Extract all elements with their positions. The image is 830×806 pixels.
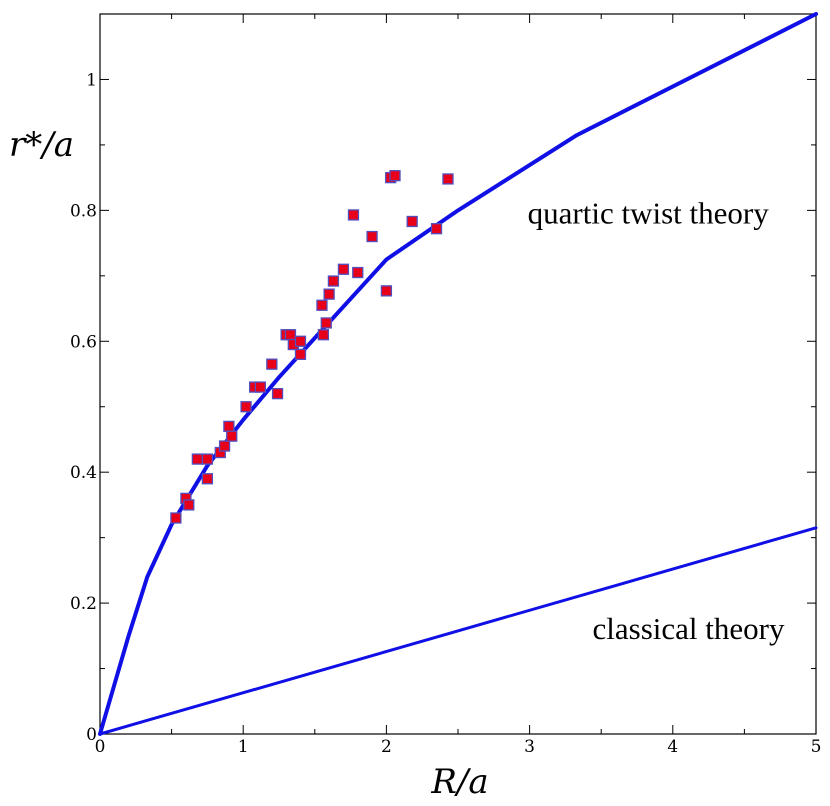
y-tick-label: 0 (86, 725, 97, 745)
x-tick-label: 1 (238, 737, 249, 757)
data-point (201, 453, 214, 465)
data-point (352, 266, 364, 279)
data-point (271, 387, 284, 400)
y-tick-label: 1 (86, 70, 97, 90)
x-tick-label: 0 (95, 737, 106, 757)
data-point (316, 299, 328, 311)
data-point (337, 263, 350, 275)
data-point (294, 335, 307, 347)
data-point (317, 329, 330, 341)
y-tick-label: 0.8 (70, 201, 97, 221)
x-tick-label: 3 (524, 737, 535, 757)
x-tick-label: 2 (381, 737, 392, 757)
data-point (191, 453, 204, 465)
data-point (183, 499, 195, 511)
data-point (170, 512, 182, 524)
quartic-twist-curve (98, 12, 818, 736)
data-point (284, 329, 297, 341)
data-point (347, 209, 360, 221)
data-point (406, 215, 418, 228)
data-point (266, 358, 278, 370)
x-axis-title: R/a (430, 762, 488, 802)
data-point (380, 285, 393, 297)
data-point (430, 223, 443, 235)
data-point (254, 381, 267, 393)
y-tick-label: 0.6 (70, 332, 97, 352)
classical-theory-line (98, 526, 818, 736)
data-point (201, 473, 214, 485)
data-point (389, 170, 401, 182)
data-point (218, 440, 231, 452)
data-point (327, 275, 340, 287)
data-point (323, 288, 335, 300)
data-point (442, 173, 454, 185)
data-point (226, 430, 238, 442)
data-points (170, 170, 454, 524)
x-tick-label: 4 (667, 737, 678, 757)
x-tick-label: 5 (811, 737, 822, 757)
data-point (366, 230, 378, 243)
y-axis-title: r*/a (9, 125, 74, 165)
data-point (294, 348, 307, 361)
y-tick-label: 0.4 (70, 463, 97, 483)
theory-curves (98, 12, 818, 736)
data-point (223, 420, 235, 433)
annotation-classical: classical theory (593, 611, 785, 646)
data-point (240, 401, 252, 413)
annotation-quartic: quartic twist theory (528, 195, 770, 230)
y-tick-label: 0.2 (70, 594, 97, 614)
tick-labels: 0 1 2 3 4 5 0 0.2 0.4 0.6 0.8 1 (70, 70, 821, 757)
data-point (320, 317, 332, 329)
